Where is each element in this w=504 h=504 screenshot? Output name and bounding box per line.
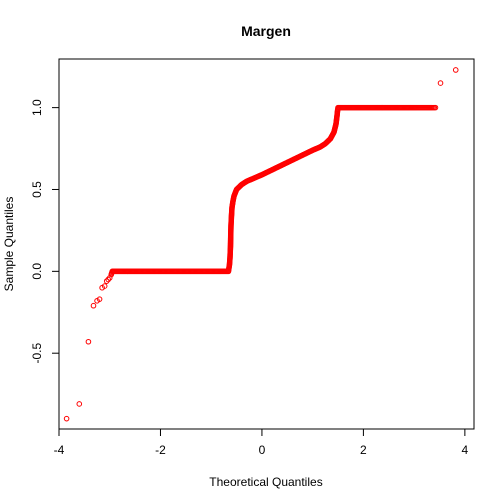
data-point xyxy=(452,67,459,73)
data-point xyxy=(90,302,97,309)
data-point xyxy=(96,296,103,302)
x-tick-label: -2 xyxy=(155,443,166,457)
chart-title: Margen xyxy=(241,23,291,39)
data-point xyxy=(103,278,110,284)
data-point xyxy=(432,104,439,111)
x-axis: -4 -2 0 2 4 xyxy=(54,428,469,457)
x-tick-label: 4 xyxy=(462,443,469,457)
y-tick-label: -0.5 xyxy=(30,343,44,364)
y-tick-label: 0.5 xyxy=(30,181,44,198)
y-tick-label: 0.0 xyxy=(30,263,44,280)
data-points xyxy=(63,67,459,422)
data-point xyxy=(101,283,108,289)
data-point xyxy=(105,276,112,283)
y-axis: -0.5 0.0 0.5 1.0 xyxy=(30,99,60,364)
data-point xyxy=(76,401,83,407)
data-point xyxy=(63,415,70,422)
data-point xyxy=(437,80,444,86)
x-tick-label: 2 xyxy=(360,443,367,457)
x-axis-label: Theoretical Quantiles xyxy=(209,475,322,489)
y-axis-label: Sample Quantiles xyxy=(2,197,16,292)
data-point xyxy=(85,338,92,345)
x-tick-label: -4 xyxy=(54,443,65,457)
x-tick-label: 0 xyxy=(259,443,266,457)
plot-frame xyxy=(58,58,475,430)
y-tick-label: 1.0 xyxy=(30,99,44,116)
